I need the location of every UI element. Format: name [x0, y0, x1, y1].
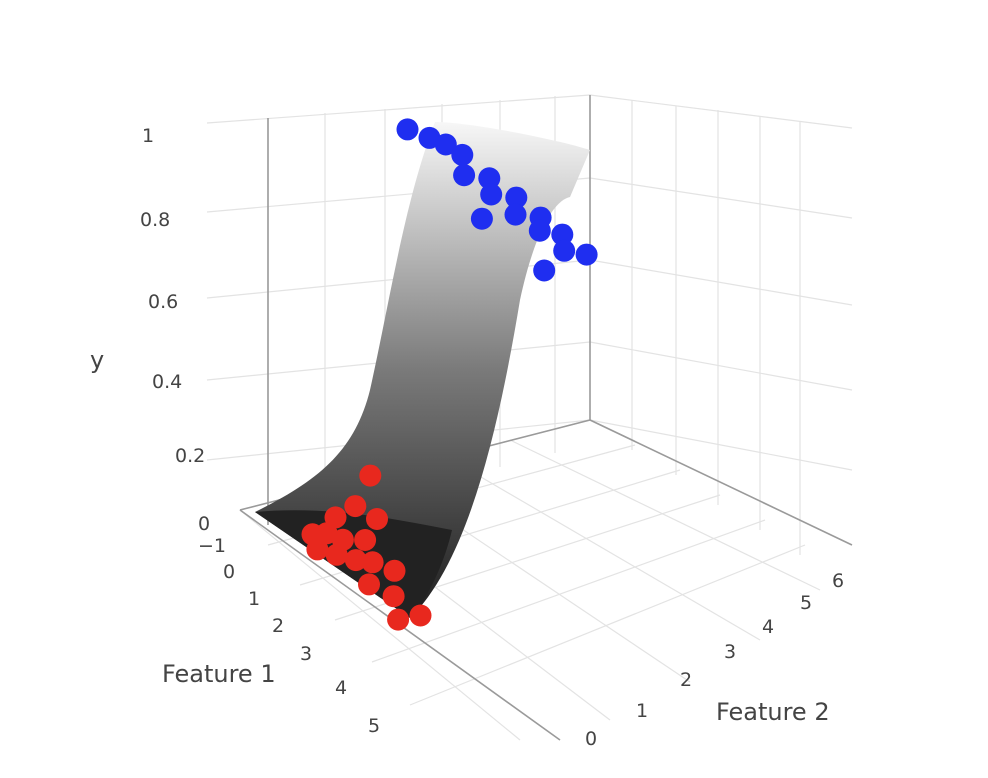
- z-tick-label: 0: [198, 513, 210, 535]
- decision-surface: [255, 122, 590, 618]
- x-tick-label: 2: [272, 615, 284, 637]
- class-1-point: [434, 133, 457, 156]
- class-0-point: [361, 551, 384, 574]
- class-1-point: [575, 243, 598, 266]
- class-0-point: [383, 559, 406, 582]
- y-tick-label: 2: [680, 669, 692, 691]
- class-1-point: [551, 223, 574, 246]
- class-1-point: [533, 259, 556, 282]
- class-1-point: [504, 203, 527, 226]
- class-0-point: [344, 549, 367, 572]
- class-0-point: [366, 508, 388, 530]
- class-1-point: [396, 118, 419, 141]
- y-tick-label: 3: [724, 641, 736, 663]
- class-0-point: [344, 495, 367, 518]
- class-0-point: [324, 506, 347, 529]
- z-tick-label: 0.6: [148, 291, 178, 313]
- z-tick-label: 0.8: [140, 209, 170, 231]
- class-1-point: [470, 207, 493, 230]
- class-1-point: [528, 219, 551, 242]
- x-tick-label: 1: [248, 588, 260, 610]
- z-tick-label: 1: [142, 125, 154, 147]
- z-axis-ticks: 0 0.2 0.4 0.6 0.8 1: [140, 125, 210, 535]
- class-0-point: [409, 604, 432, 627]
- y-tick-label: 6: [832, 570, 844, 592]
- class-1-point: [453, 164, 476, 187]
- y-tick-label: 5: [800, 592, 812, 614]
- x-tick-label: 3: [300, 643, 312, 665]
- class-0-point: [382, 585, 405, 608]
- z-axis-title: y: [90, 346, 104, 374]
- y-axis-title: Feature 2: [716, 698, 830, 726]
- class-0-point: [358, 573, 380, 596]
- points-layer: [301, 118, 598, 631]
- class-0-point: [359, 464, 382, 487]
- x-tick-label: 5: [368, 715, 380, 737]
- class-1-point: [480, 183, 503, 206]
- class-1-point: [451, 143, 474, 166]
- x-tick-label: −1: [198, 535, 226, 557]
- y-tick-label: 0: [585, 728, 597, 750]
- z-tick-label: 0.4: [152, 371, 182, 393]
- class-0-point: [306, 538, 329, 561]
- x-tick-label: 0: [223, 561, 235, 583]
- y-tick-label: 4: [762, 616, 774, 638]
- z-tick-label: 0.2: [175, 445, 205, 467]
- class-0-point: [325, 543, 348, 566]
- y-axis-ticks: 0 1 2 3 4 56: [585, 570, 844, 750]
- x-tick-label: 4: [335, 677, 347, 699]
- class-0-point: [354, 529, 377, 551]
- class-0-point: [387, 608, 410, 631]
- x-axis-title: Feature 1: [162, 660, 276, 688]
- class-1-point: [505, 186, 528, 209]
- y-tick-label: 1: [636, 700, 648, 722]
- class-1-point: [478, 167, 501, 190]
- class-1-point: [553, 239, 576, 262]
